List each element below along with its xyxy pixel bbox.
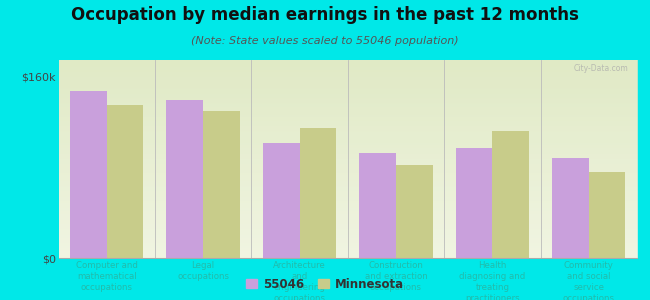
- Bar: [263, 142, 300, 258]
- Text: Community
and social
service
occupations: Community and social service occupations: [563, 261, 615, 300]
- Bar: [166, 100, 203, 258]
- Bar: [493, 131, 529, 258]
- Text: (Note: State values scaled to 55046 population): (Note: State values scaled to 55046 popu…: [191, 36, 459, 46]
- Text: Health
diagnosing and
treating
practitioners
and other
technical
occupations: Health diagnosing and treating practitio…: [460, 261, 525, 300]
- Bar: [107, 105, 144, 258]
- Text: Computer and
mathematical
occupations: Computer and mathematical occupations: [76, 261, 138, 292]
- Bar: [300, 128, 336, 258]
- Text: Legal
occupations: Legal occupations: [177, 261, 229, 281]
- Bar: [359, 153, 396, 258]
- Text: Construction
and extraction
occupations: Construction and extraction occupations: [365, 261, 427, 292]
- Text: Occupation by median earnings in the past 12 months: Occupation by median earnings in the pas…: [71, 6, 579, 24]
- Bar: [396, 165, 433, 258]
- Bar: [203, 111, 240, 258]
- Bar: [589, 172, 625, 258]
- Legend: 55046, Minnesota: 55046, Minnesota: [242, 274, 408, 294]
- Text: City-Data.com: City-Data.com: [573, 64, 629, 73]
- Bar: [456, 148, 493, 258]
- Text: Architecture
and
engineering
occupations: Architecture and engineering occupations: [273, 261, 326, 300]
- Bar: [70, 91, 107, 258]
- Bar: [552, 158, 589, 258]
